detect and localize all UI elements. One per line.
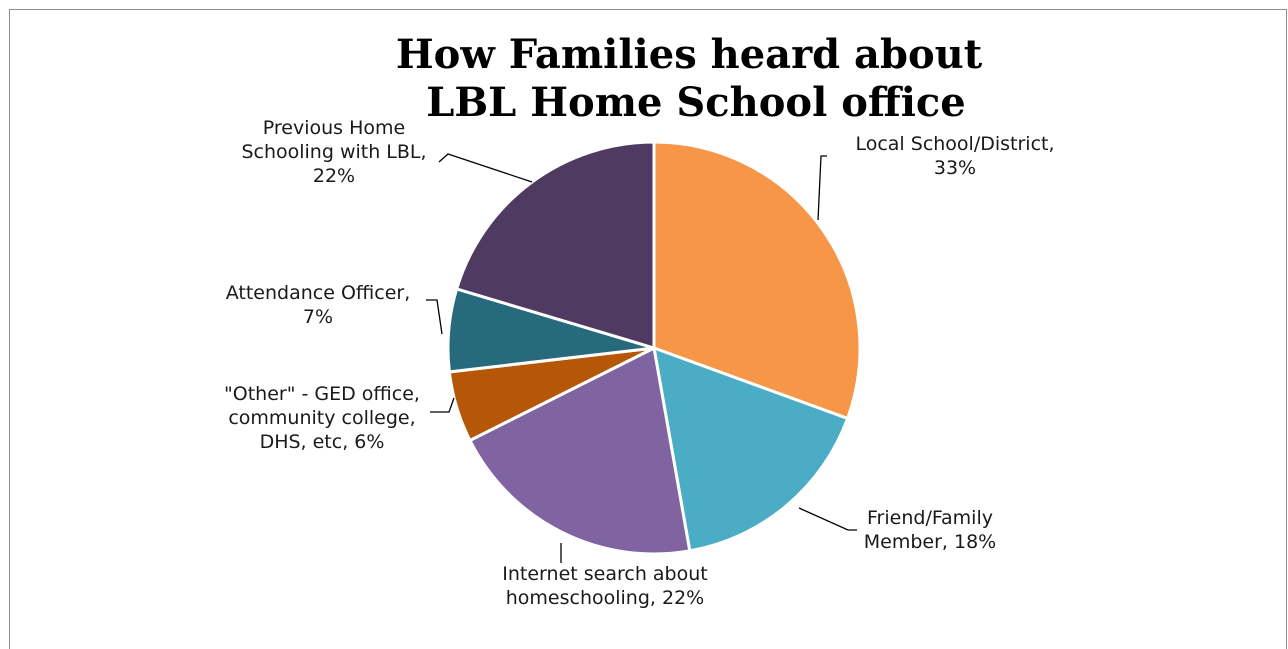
slice-data-label: Local School/District, 33%: [855, 133, 1054, 179]
pie-slice: [652, 345, 850, 553]
slice-data-label: Attendance Officer, 7%: [226, 282, 411, 328]
leader-line: [798, 507, 857, 531]
slice-data-label-line: Member, 18%: [864, 531, 996, 553]
leader-lines: [426, 153, 857, 563]
pie-slice: [652, 140, 862, 421]
pie-slices: [446, 140, 862, 556]
pie-slice: [454, 140, 656, 351]
data-labels: Local School/District, 33% Friend/Family Me…: [224, 117, 1054, 609]
slice-data-label-line: "Other" - GED office,: [224, 383, 420, 405]
chart-title-line-2: LBL Home School office: [426, 79, 965, 126]
slice-data-label: Internet search about homeschooling, 22%: [502, 563, 707, 609]
slice-data-label-line: Friend/Family: [867, 507, 993, 529]
slice-data-label-line: Schooling with LBL,: [241, 141, 426, 163]
leader-line: [817, 155, 827, 221]
slice-data-label: "Other" - GED office, community college, D…: [224, 383, 420, 453]
slice-data-label-line: 7%: [303, 306, 333, 328]
chart-title-line-1: How Families heard about: [396, 31, 983, 78]
pie-chart: How Families heard about LBL Home School…: [224, 31, 1054, 609]
slice-data-label-line: Local School/District,: [855, 133, 1054, 155]
leader-line: [438, 153, 533, 183]
leader-line: [430, 397, 455, 413]
chart-title: How Families heard about LBL Home School…: [396, 31, 996, 126]
slice-data-label-line: 33%: [934, 157, 976, 179]
slice-data-label: Previous Home Schooling with LBL, 22%: [241, 117, 426, 187]
leader-line: [426, 299, 443, 335]
pie-slice: [467, 345, 692, 556]
slice-data-label-line: 22%: [313, 165, 355, 187]
slice-data-label: Friend/Family Member, 18%: [864, 507, 996, 553]
slice-data-label-line: community college,: [228, 407, 415, 429]
slice-data-label-line: DHS, etc, 6%: [260, 431, 385, 453]
slice-data-label-line: Previous Home: [263, 117, 405, 139]
slice-data-label-line: Internet search about: [502, 563, 707, 585]
slice-data-label-line: homeschooling, 22%: [506, 587, 704, 609]
slice-data-label-line: Attendance Officer,: [226, 282, 411, 304]
